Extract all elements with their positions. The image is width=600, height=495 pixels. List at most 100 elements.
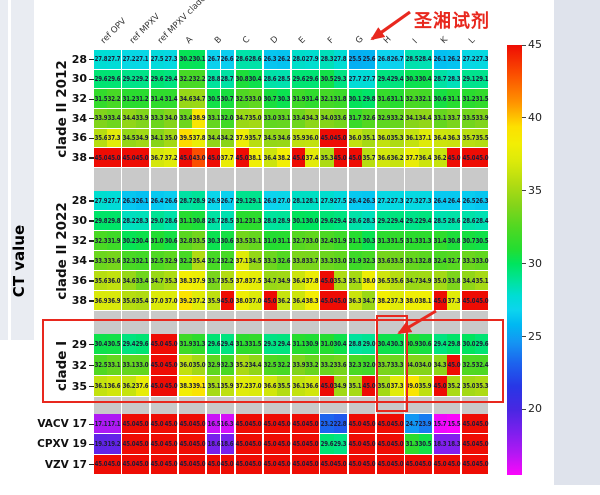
heatmap-cell: 26.2	[277, 50, 291, 69]
row-tick-mark	[88, 220, 94, 222]
heatmap-cell: 31.9	[292, 89, 306, 109]
heatmap-cell: 34.7	[192, 89, 206, 109]
heatmap-cell: 30.6	[163, 231, 178, 251]
heatmap-cell: 28.4	[418, 50, 432, 69]
cell-value: 26.5	[462, 196, 475, 205]
cell-value: 29.6	[135, 340, 149, 349]
cell-value: 34.9	[418, 276, 432, 285]
heatmap-cell: 33.4	[107, 108, 121, 128]
cell-value: 28.5	[405, 55, 419, 64]
cell-value: 32.3	[348, 361, 362, 370]
row-tick-label: 30	[71, 214, 87, 227]
cell-value: 29.4	[390, 216, 404, 225]
separator-band	[122, 167, 149, 191]
cell-value: 33.1	[207, 114, 221, 123]
heatmap-cell: 28.6	[263, 69, 278, 89]
separator-band	[94, 311, 121, 334]
heatmap-cell: 35.0	[192, 355, 206, 376]
cell-value: 26.3	[362, 196, 376, 205]
heatmap-cell: 36.2	[122, 376, 136, 397]
cell-value: 37.8	[192, 133, 206, 142]
cell-value: 45.0	[447, 153, 460, 162]
heatmap-cell: 33.7	[305, 251, 319, 271]
heatmap-cell: 26.8	[377, 50, 391, 69]
heatmap-cell: 36.9	[107, 291, 121, 311]
cell-value: 32.3	[362, 256, 376, 265]
cell-value: 35.3	[333, 276, 347, 285]
cell-value: 30.5	[107, 340, 121, 349]
heatmap-cell: 34.7	[150, 271, 164, 291]
cell-value: 27.7	[107, 196, 121, 205]
heatmap-cell: 37.0	[150, 291, 164, 311]
separator-band	[94, 167, 121, 191]
heatmap-cell: 31.5	[390, 231, 404, 251]
cell-value: 37.2	[164, 153, 177, 162]
cell-value: 31.3	[377, 236, 391, 245]
heatmap-cell: 43.0	[192, 148, 206, 167]
cell-value: 35.6	[94, 133, 108, 142]
heatmap-cell: 29.2	[405, 211, 419, 231]
heatmap-cell: 37.3	[107, 128, 121, 148]
cell-value: 27.3	[390, 196, 404, 205]
cell-value: 30.7	[462, 236, 475, 245]
cell-value: 38.0	[362, 276, 376, 285]
heatmap-cell: 33.7	[446, 108, 461, 128]
cell-value: 36.4	[264, 153, 277, 162]
heatmap-cell: 33.0	[475, 251, 489, 271]
row-tick-label: 29	[71, 337, 87, 351]
heatmap-cell: 27.7	[107, 50, 121, 69]
cell-value: 37.3	[107, 133, 121, 142]
cell-value: 27.7	[107, 55, 121, 64]
row-tick-label: 34	[71, 111, 87, 125]
heatmap-cell: 34.5	[263, 128, 278, 148]
cell-value: 35.3	[320, 153, 334, 162]
heatmap-cell: 29.1	[475, 69, 489, 89]
cell-value: 37.9	[235, 133, 249, 142]
heatmap-cell: 38.9	[192, 108, 206, 128]
cell-value: 30.5	[207, 94, 221, 103]
row-tick-label: 36	[71, 274, 87, 287]
heatmap-cell: 38.1	[418, 291, 432, 311]
left-margin-divider	[8, 0, 11, 340]
heatmap-cell: 27.2	[122, 50, 136, 69]
heatmap-cell: 28.6	[248, 50, 263, 69]
cell-value: 34.4	[462, 276, 475, 285]
heatmap-cell: 27.3	[418, 191, 432, 211]
cell-value: 31.6	[377, 94, 391, 103]
cell-value: 37.1	[235, 256, 249, 265]
heatmap-cell: 34.7	[263, 271, 278, 291]
cell-value: 45.0	[462, 296, 475, 305]
heatmap-cell: 45.0	[150, 334, 164, 355]
cell-value: 33.8	[292, 256, 306, 265]
cell-value: 26.6	[220, 55, 234, 64]
cell-value: 33.7	[447, 114, 460, 123]
cell-value: 34.4	[418, 114, 432, 123]
cell-value: 31.2	[235, 216, 249, 225]
cell-value: 26.8	[264, 196, 277, 205]
heatmap-cell: 30.2	[178, 50, 193, 69]
cell-value: 33.4	[179, 114, 192, 123]
cell-value: 33.6	[333, 361, 347, 370]
heatmap-cell: 45.0	[150, 355, 164, 376]
heatmap-cell: 36.2	[390, 148, 404, 167]
cell-value: 29.0	[150, 216, 164, 225]
cell-value: 33.0	[475, 256, 489, 265]
heatmap-cell: 34.0	[418, 355, 432, 376]
heatmap-cell: 37.6	[135, 376, 149, 397]
cell-value: 33.3	[150, 114, 164, 123]
heatmap-cell: 27.1	[135, 50, 149, 69]
heatmap-cell: 27.7	[107, 191, 121, 211]
cell-value: 35.0	[377, 382, 391, 391]
heatmap-cell: 31.3	[235, 334, 249, 355]
heatmap-cell: 29.6	[135, 334, 149, 355]
heatmap-cell: 26.1	[433, 50, 447, 69]
cell-value: 28.5	[220, 216, 234, 225]
heatmap-cell: 34.7	[235, 108, 249, 128]
heatmap-cell: 38.2	[277, 148, 291, 167]
heatmap-cell: 36.0	[178, 355, 193, 376]
heatmap-cell: 30.9	[405, 334, 419, 355]
cell-value: 29.6	[207, 340, 221, 349]
heatmap-cell: 30.7	[220, 89, 234, 109]
cell-value: 37.7	[220, 153, 234, 162]
